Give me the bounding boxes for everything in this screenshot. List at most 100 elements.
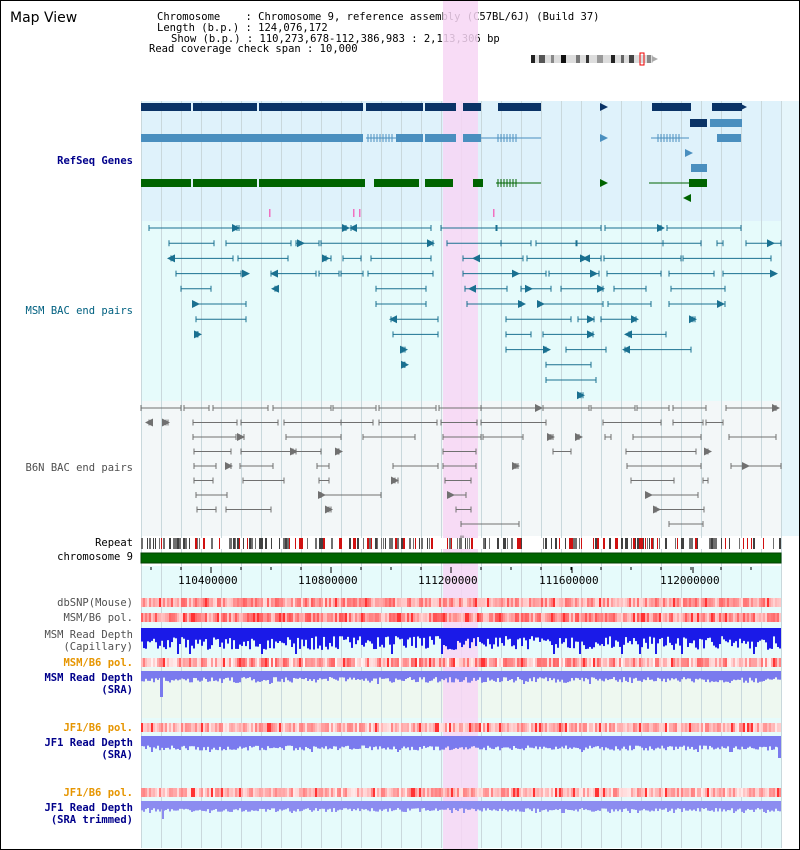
polymorphism-cell bbox=[337, 788, 339, 797]
polymorphism-cell bbox=[145, 598, 147, 607]
track-label-chromosome[interactable]: chromosome 9 bbox=[57, 551, 133, 563]
polymorphism-cell bbox=[399, 788, 401, 797]
polymorphism-cell bbox=[661, 723, 663, 732]
track-label-msm-depth-sra[interactable]: MSM Read Depth bbox=[44, 672, 133, 684]
polymorphism-cell bbox=[227, 723, 229, 732]
polymorphism-cell bbox=[695, 788, 697, 797]
polymorphism-cell bbox=[701, 788, 703, 797]
polymorphism-cell bbox=[419, 723, 421, 732]
polymorphism-cell bbox=[741, 788, 743, 797]
read-depth-bar bbox=[161, 628, 163, 641]
polymorphism-cell bbox=[411, 788, 413, 797]
read-depth-bar bbox=[407, 671, 409, 679]
polymorphism-cell bbox=[359, 658, 361, 667]
polymorphism-cell bbox=[769, 658, 771, 667]
read-depth-bar bbox=[689, 736, 691, 749]
polymorphism-cell bbox=[679, 613, 681, 622]
read-depth-bar bbox=[243, 736, 245, 748]
read-depth-bar bbox=[571, 628, 573, 638]
polymorphism-cell bbox=[625, 788, 627, 797]
read-depth-bar bbox=[585, 671, 587, 679]
polymorphism-cell bbox=[607, 613, 609, 622]
read-depth-bar bbox=[583, 671, 585, 682]
polymorphism-cell bbox=[767, 788, 769, 797]
bac-end-arrow bbox=[717, 300, 725, 308]
read-depth-bar bbox=[675, 736, 677, 747]
polymorphism-cell bbox=[375, 613, 377, 622]
read-depth-bar bbox=[319, 671, 321, 679]
track-label-jf1-b6-pol-2[interactable]: JF1/B6 pol. bbox=[63, 787, 133, 799]
track-label-jf1-depth-sra[interactable]: JF1 Read Depth bbox=[44, 737, 133, 749]
track-label-msm-b6-pol-2[interactable]: MSM/B6 pol. bbox=[63, 657, 133, 669]
read-depth-bar bbox=[283, 736, 285, 751]
polymorphism-cell bbox=[721, 658, 723, 667]
read-depth-bar bbox=[525, 801, 527, 809]
track-label-jf1-depth-trimmed[interactable]: JF1 Read Depth bbox=[44, 802, 133, 814]
polymorphism-cell bbox=[673, 613, 675, 622]
polymorphism-cell bbox=[357, 598, 359, 607]
polymorphism-cell bbox=[409, 788, 411, 797]
axis-tick-label: 110400000 bbox=[178, 574, 238, 587]
read-depth-bar bbox=[255, 628, 257, 647]
track-label-b6n-bac[interactable]: B6N BAC end pairs bbox=[25, 462, 133, 474]
polymorphism-cell bbox=[691, 788, 693, 797]
repeat-element bbox=[355, 538, 356, 549]
read-depth-bar bbox=[469, 736, 471, 749]
track-label-dbsnp[interactable]: dbSNP(Mouse) bbox=[57, 597, 133, 609]
polymorphism-cell bbox=[613, 723, 615, 732]
track-label-msm-b6-pol-1[interactable]: MSM/B6 pol. bbox=[63, 612, 133, 624]
read-depth-bar bbox=[343, 671, 345, 678]
polymorphism-cell bbox=[477, 658, 479, 667]
read-depth-bar bbox=[177, 736, 179, 749]
read-depth-bar bbox=[245, 628, 247, 647]
repeat-element bbox=[287, 538, 289, 549]
polymorphism-cell bbox=[435, 788, 437, 797]
read-depth-bar bbox=[755, 801, 757, 810]
polymorphism-cell bbox=[601, 613, 603, 622]
polymorphism-cell bbox=[481, 658, 483, 667]
read-depth-bar bbox=[343, 736, 345, 748]
polymorphism-cell bbox=[673, 788, 675, 797]
read-depth-bar bbox=[377, 671, 379, 684]
repeat-element bbox=[321, 538, 323, 549]
read-depth-bar bbox=[385, 671, 387, 679]
polymorphism-cell bbox=[391, 788, 393, 797]
read-depth-bar bbox=[383, 628, 385, 648]
read-depth-bar bbox=[507, 671, 509, 681]
polymorphism-cell bbox=[149, 658, 151, 667]
read-depth-bar bbox=[157, 671, 159, 680]
polymorphism-cell bbox=[669, 723, 671, 732]
track-label-msm-bac[interactable]: MSM BAC end pairs bbox=[25, 305, 133, 317]
read-depth-bar bbox=[485, 671, 487, 682]
track-label-refseq[interactable]: RefSeq Genes bbox=[57, 155, 133, 167]
read-depth-bar bbox=[529, 671, 531, 679]
track-label-msm-depth-capillary[interactable]: MSM Read Depth bbox=[44, 629, 133, 641]
polymorphism-cell bbox=[205, 598, 207, 607]
polymorphism-cell bbox=[469, 658, 471, 667]
read-depth-bar bbox=[233, 801, 235, 810]
polymorphism-cell bbox=[653, 723, 655, 732]
read-depth-bar bbox=[769, 801, 771, 812]
polymorphism-cell bbox=[283, 788, 285, 797]
polymorphism-cell bbox=[217, 598, 219, 607]
polymorphism-cell bbox=[267, 598, 269, 607]
read-depth-bar bbox=[251, 736, 253, 748]
bac-end-arrow bbox=[512, 462, 520, 470]
polymorphism-cell bbox=[591, 598, 593, 607]
read-depth-bar bbox=[399, 628, 401, 640]
read-depth-bar bbox=[509, 671, 511, 680]
read-depth-bar bbox=[317, 801, 319, 811]
read-depth-bar bbox=[451, 736, 453, 750]
read-depth-bar bbox=[147, 736, 149, 746]
track-label-jf1-b6-pol-1[interactable]: JF1/B6 pol. bbox=[63, 722, 133, 734]
track-label-repeat[interactable]: Repeat bbox=[95, 537, 133, 549]
read-depth-bar bbox=[349, 671, 351, 678]
polymorphism-cell bbox=[161, 723, 163, 732]
read-depth-bar bbox=[155, 801, 157, 812]
read-depth-bar bbox=[573, 671, 575, 681]
polymorphism-cell bbox=[503, 723, 505, 732]
read-depth-bar bbox=[757, 736, 759, 750]
polymorphism-cell bbox=[513, 658, 515, 667]
repeat-element bbox=[595, 538, 597, 549]
